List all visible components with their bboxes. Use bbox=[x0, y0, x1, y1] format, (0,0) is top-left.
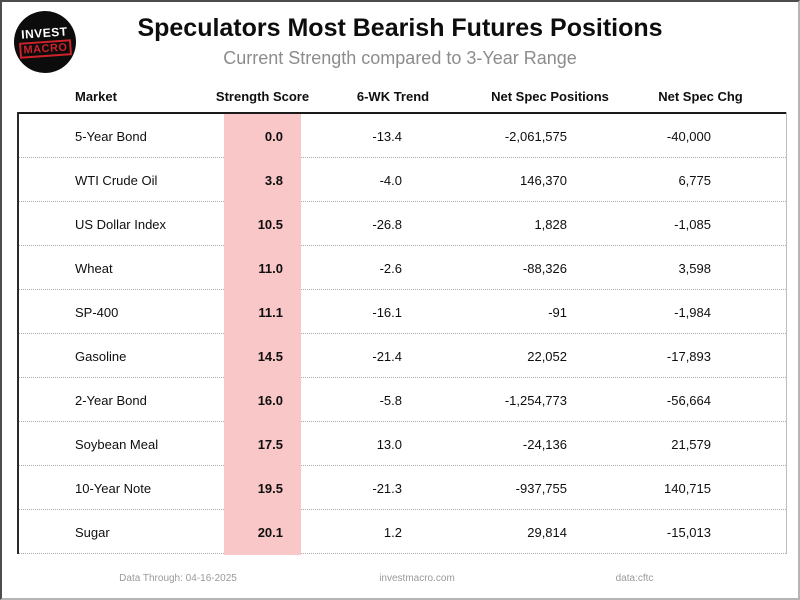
net-positions-cell: 29,814 bbox=[527, 525, 567, 540]
net-change-cell: 3,598 bbox=[678, 261, 711, 276]
net-change-cell: -1,085 bbox=[674, 217, 711, 232]
col-header-net-spec-chg: Net Spec Chg bbox=[658, 89, 743, 104]
net-change-cell: 140,715 bbox=[664, 481, 711, 496]
trend-cell: -21.3 bbox=[372, 481, 402, 496]
table-row: Sugar 20.1 1.2 29,814 -15,013 bbox=[18, 510, 786, 555]
trend-cell: -21.4 bbox=[372, 349, 402, 364]
net-change-cell: -56,664 bbox=[666, 393, 711, 408]
logo-invest-text: INVEST bbox=[20, 24, 68, 42]
trend-cell: 1.2 bbox=[383, 525, 402, 540]
table-row: WTI Crude Oil 3.8 -4.0 146,370 6,775 bbox=[18, 158, 786, 203]
trend-cell: -2.6 bbox=[379, 261, 402, 276]
market-cell: Sugar bbox=[75, 525, 110, 540]
table-row: US Dollar Index 10.5 -26.8 1,828 -1,085 bbox=[18, 202, 786, 247]
trend-cell: -5.8 bbox=[379, 393, 402, 408]
market-cell: Gasoline bbox=[75, 349, 127, 364]
logo-macro-text: MACRO bbox=[18, 38, 73, 60]
strength-score-cell: 0.0 bbox=[224, 114, 301, 159]
market-cell: SP-400 bbox=[75, 305, 119, 320]
col-header-6wk-trend: 6-WK Trend bbox=[356, 89, 430, 104]
net-change-cell: 21,579 bbox=[671, 437, 711, 452]
strength-score-cell: 16.0 bbox=[224, 378, 301, 423]
strength-score-cell: 20.1 bbox=[224, 510, 301, 555]
net-positions-cell: 146,370 bbox=[520, 173, 567, 188]
net-positions-cell: 1,828 bbox=[534, 217, 567, 232]
net-positions-cell: -91 bbox=[548, 305, 567, 320]
trend-cell: -26.8 bbox=[372, 217, 402, 232]
table-row: 10-Year Note 19.5 -21.3 -937,755 140,715 bbox=[18, 466, 786, 511]
net-positions-cell: -24,136 bbox=[522, 437, 567, 452]
table-header-row: Market Strength Score 6-WK Trend Net Spe… bbox=[18, 81, 786, 112]
market-cell: Soybean Meal bbox=[75, 437, 159, 452]
net-positions-cell: 22,052 bbox=[527, 349, 567, 364]
data-source-label: data:cftc bbox=[615, 573, 654, 584]
net-positions-cell: -88,326 bbox=[522, 261, 567, 276]
col-header-net-spec-positions: Net Spec Positions bbox=[491, 89, 609, 104]
table-row: SP-400 11.1 -16.1 -91 -1,984 bbox=[18, 290, 786, 335]
net-change-cell: -40,000 bbox=[666, 129, 711, 144]
market-cell: WTI Crude Oil bbox=[75, 173, 158, 188]
strength-score-cell: 14.5 bbox=[224, 334, 301, 379]
strength-score-cell: 10.5 bbox=[224, 202, 301, 247]
market-cell: Wheat bbox=[75, 261, 113, 276]
footer: Data Through: 04-16-2025 investmacro.com… bbox=[2, 573, 798, 589]
net-positions-cell: -1,254,773 bbox=[504, 393, 567, 408]
website-label: investmacro.com bbox=[379, 573, 455, 584]
futures-table: Market Strength Score 6-WK Trend Net Spe… bbox=[17, 81, 787, 555]
page-subtitle: Current Strength compared to 3-Year Rang… bbox=[223, 48, 577, 68]
net-change-cell: -17,893 bbox=[666, 349, 711, 364]
table-body: 5-Year Bond 0.0 -13.4 -2,061,575 -40,000… bbox=[17, 112, 787, 555]
strength-score-cell: 11.0 bbox=[224, 246, 301, 291]
strength-score-cell: 19.5 bbox=[224, 466, 301, 511]
table-row: Gasoline 14.5 -21.4 22,052 -17,893 bbox=[18, 334, 786, 379]
strength-score-cell: 11.1 bbox=[224, 290, 301, 335]
data-through-label: Data Through: 04-16-2025 bbox=[119, 573, 237, 584]
net-change-cell: 6,775 bbox=[678, 173, 711, 188]
net-change-cell: -15,013 bbox=[666, 525, 711, 540]
market-cell: 10-Year Note bbox=[75, 481, 152, 496]
net-change-cell: -1,984 bbox=[674, 305, 711, 320]
net-positions-cell: -937,755 bbox=[515, 481, 567, 496]
trend-cell: -4.0 bbox=[379, 173, 402, 188]
col-header-strength-score: Strength Score bbox=[215, 89, 310, 104]
trend-cell: -13.4 bbox=[372, 129, 402, 144]
strength-score-cell: 3.8 bbox=[224, 158, 301, 203]
trend-cell: -16.1 bbox=[372, 305, 402, 320]
table-row: 2-Year Bond 16.0 -5.8 -1,254,773 -56,664 bbox=[18, 378, 786, 423]
table-row: Soybean Meal 17.5 13.0 -24,136 21,579 bbox=[18, 422, 786, 467]
page-title: Speculators Most Bearish Futures Positio… bbox=[137, 14, 663, 42]
net-positions-cell: -2,061,575 bbox=[504, 129, 567, 144]
market-cell: 2-Year Bond bbox=[75, 393, 147, 408]
strength-score-cell: 17.5 bbox=[224, 422, 301, 467]
trend-cell: 13.0 bbox=[376, 437, 402, 452]
table-row: Wheat 11.0 -2.6 -88,326 3,598 bbox=[18, 246, 786, 291]
market-cell: 5-Year Bond bbox=[75, 129, 147, 144]
table-row: 5-Year Bond 0.0 -13.4 -2,061,575 -40,000 bbox=[18, 114, 786, 159]
market-cell: US Dollar Index bbox=[75, 217, 167, 232]
col-header-market: Market bbox=[75, 89, 117, 104]
